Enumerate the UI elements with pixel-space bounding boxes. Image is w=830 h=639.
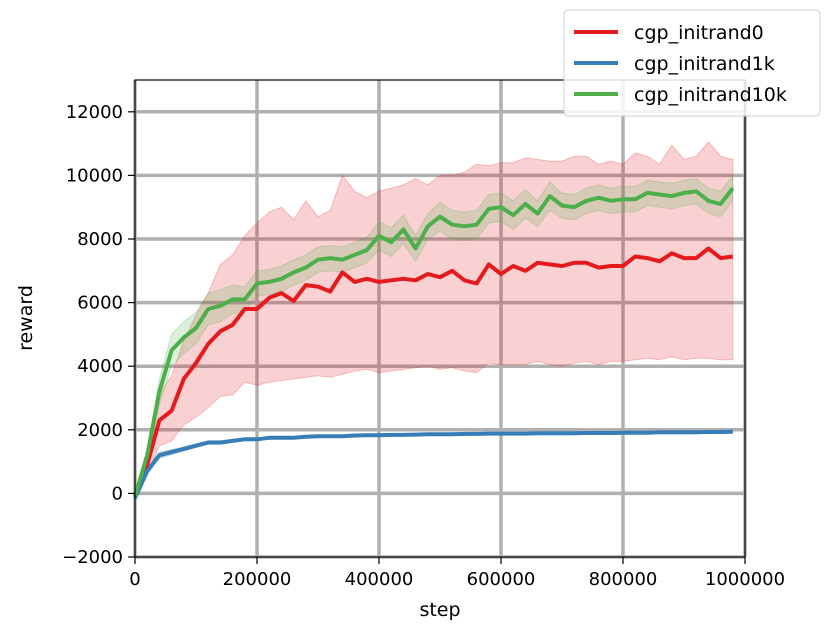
y-tick-label: 10000 [66, 165, 123, 186]
grid [133, 80, 747, 559]
legend: cgp_initrand0 cgp_initrand1k cgp_initrand1… [563, 9, 821, 117]
legend-label: cgp_initrand10k [634, 84, 787, 106]
band-cgp_initrand10k [134, 173, 734, 499]
x-tick-label: 200000 [223, 569, 292, 590]
y-tick-label: 0 [112, 483, 123, 504]
y-tick-label: 8000 [77, 229, 123, 250]
legend-label: cgp_initrand0 [634, 22, 764, 44]
x-tick-label: 1000000 [705, 569, 785, 590]
line-cgp_initrand1k [133, 429, 733, 500]
x-axis-title: step [419, 599, 460, 621]
x-tick-label: 800000 [589, 569, 658, 590]
legend-box [563, 9, 821, 117]
ticks: 0 200000 400000 600000 800000 1000000 −2000 0 20… [62, 102, 785, 590]
band-cgp_initrand0 [134, 141, 734, 501]
x-tick-label: 600000 [467, 569, 536, 590]
y-tick-label: 4000 [77, 356, 123, 377]
legend-label: cgp_initrand1k [634, 53, 775, 75]
x-tick-label: 400000 [345, 569, 414, 590]
line-cgp_initrand10k [133, 186, 735, 498]
plot-frame [134, 79, 746, 558]
y-axis-title: reward [15, 285, 37, 351]
y-tick-label: −2000 [62, 547, 123, 568]
y-tick-label: 12000 [66, 102, 123, 123]
x-tick-label: 0 [129, 569, 140, 590]
y-tick-label: 2000 [77, 420, 123, 441]
series-lines [133, 186, 735, 500]
y-tick-label: 6000 [77, 293, 123, 314]
line-cgp_initrand0 [133, 246, 734, 498]
